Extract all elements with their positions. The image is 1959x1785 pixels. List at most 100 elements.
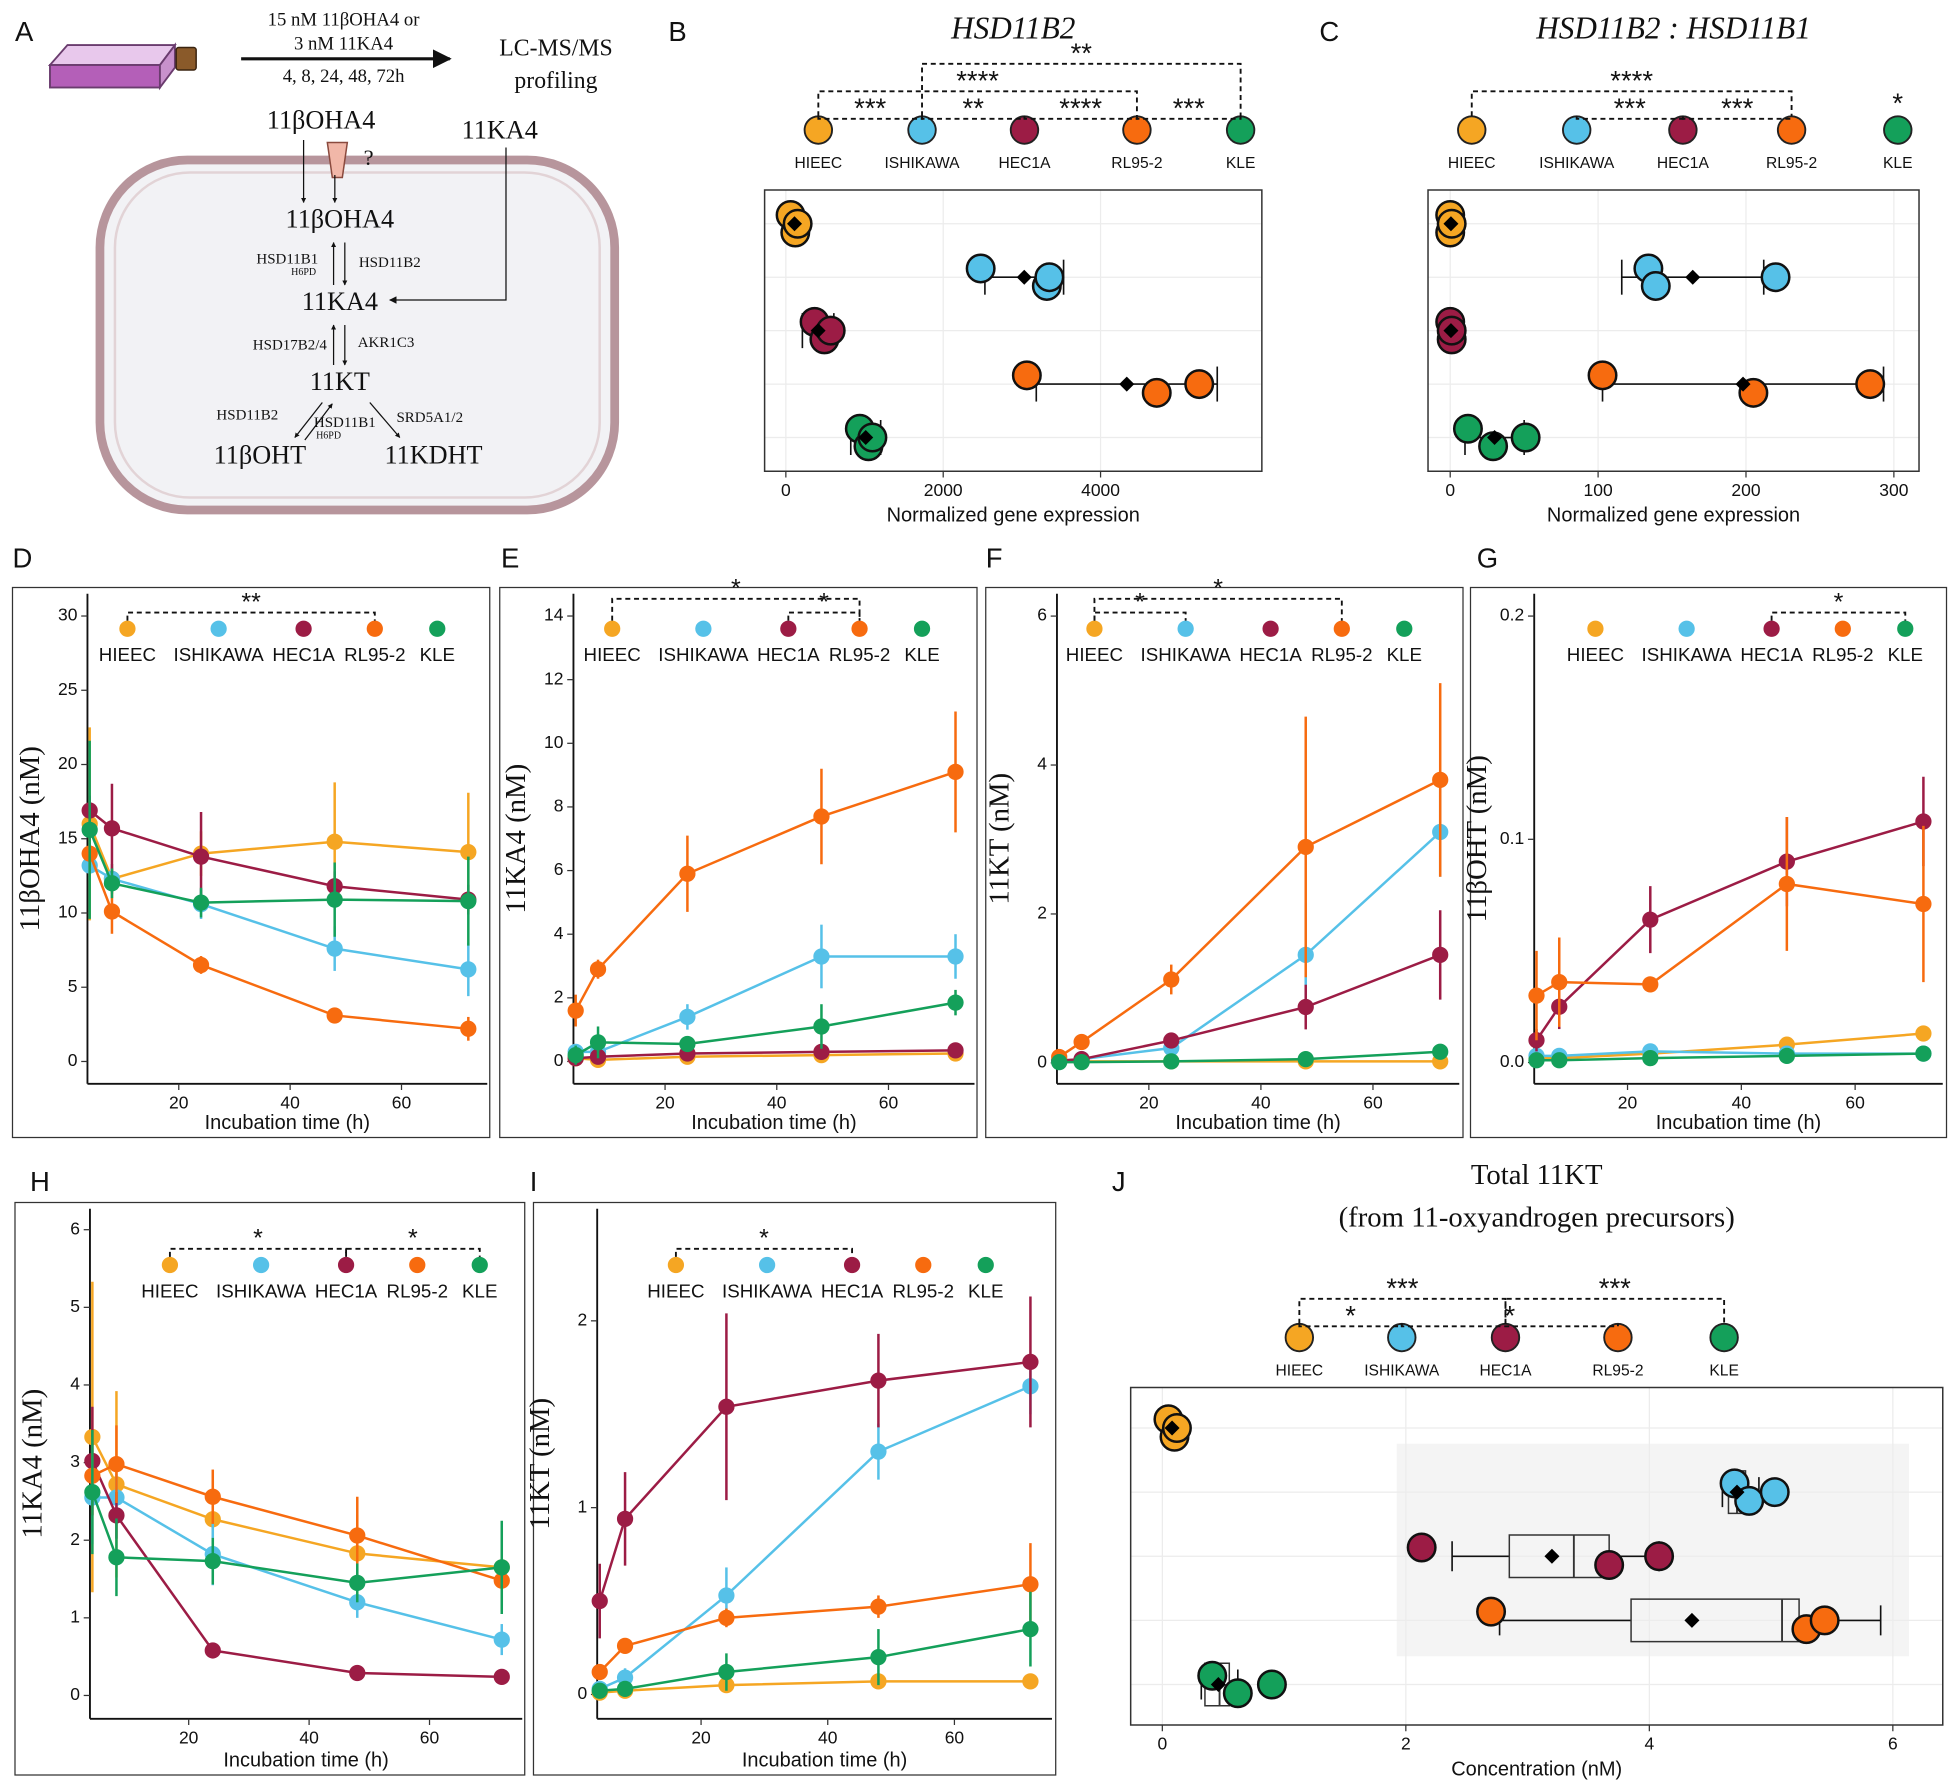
arrow xyxy=(389,147,507,304)
arrow xyxy=(369,402,401,438)
significance-bracket xyxy=(1400,1323,1619,1328)
legend-swatch xyxy=(1603,1322,1633,1353)
significance-label: ** xyxy=(963,92,985,123)
significance-bracket xyxy=(674,1247,854,1257)
legend-label: KLE xyxy=(462,1280,497,1301)
mean-marker xyxy=(787,216,803,232)
data-point xyxy=(1297,1051,1314,1068)
significance-bracket xyxy=(1681,116,1793,120)
legend-label: HIEEC xyxy=(1275,1362,1323,1379)
data-point xyxy=(813,948,830,965)
data-point xyxy=(567,1046,584,1064)
data-point xyxy=(1476,1596,1507,1627)
data-point xyxy=(1163,1032,1180,1049)
panel-frame xyxy=(499,586,978,1139)
legend-swatch xyxy=(803,115,834,145)
series-line xyxy=(91,1436,502,1569)
flask-icon xyxy=(47,42,197,91)
data-point xyxy=(1915,895,1932,913)
series-line xyxy=(1535,820,1924,1041)
legend-label: ISHIKAWA xyxy=(658,644,749,665)
x-tick-label: 40 xyxy=(299,1727,319,1747)
enzyme: H6PD xyxy=(291,267,316,278)
x-axis-title: Concentration (nM) xyxy=(1451,1758,1622,1780)
x-tick-label: 20 xyxy=(179,1727,199,1747)
data-point xyxy=(718,1398,735,1415)
significance-bracket xyxy=(817,90,1138,117)
transporter xyxy=(326,141,349,179)
y-tick-label: 1 xyxy=(70,1606,80,1626)
legend-swatch xyxy=(1897,620,1914,637)
legend-label: HIEEC xyxy=(647,1280,704,1301)
legend-swatch xyxy=(119,620,136,637)
data-point xyxy=(1297,998,1314,1016)
data-point xyxy=(349,1527,366,1544)
significance-label: ** xyxy=(241,588,261,616)
data-point xyxy=(1022,1620,1039,1638)
legend-swatch xyxy=(409,1256,426,1274)
legend-label: HIEEC xyxy=(1567,644,1624,665)
data-point xyxy=(813,808,830,825)
data-point xyxy=(1051,1054,1068,1071)
data-point xyxy=(192,956,210,974)
data-point xyxy=(192,894,210,911)
y-tick-label: 5 xyxy=(70,1296,80,1316)
data-point xyxy=(947,994,964,1011)
x-axis-title: Incubation time (h) xyxy=(691,1112,856,1134)
data-point xyxy=(1642,1049,1659,1067)
legend-swatch xyxy=(161,1256,179,1274)
enzyme: HSD11B2 xyxy=(216,408,278,424)
legend-swatch xyxy=(471,1256,488,1274)
series-line xyxy=(1059,831,1442,1063)
y-tick-label: 25 xyxy=(58,679,77,699)
x-tick-label: 60 xyxy=(392,1092,412,1112)
data-point xyxy=(84,1483,101,1501)
panel-label: G xyxy=(1477,542,1498,573)
x-tick-label: 0 xyxy=(1157,1734,1167,1754)
panel-labels: A B C D E F G H I J xyxy=(12,16,1498,1197)
significance-label: * xyxy=(1345,1300,1356,1331)
data-point xyxy=(1915,1025,1932,1042)
legend-swatch xyxy=(1284,1322,1315,1353)
metabolite: 11βOHA4 xyxy=(286,204,395,233)
data-point xyxy=(679,1008,696,1026)
y-tick-label: 0 xyxy=(577,1683,587,1703)
treatment-text: 3 nM 11KA4 xyxy=(294,33,394,54)
legend-label: ISHIKAWA xyxy=(1364,1362,1440,1379)
legend-label: KLE xyxy=(968,1280,1003,1301)
data-point xyxy=(1184,369,1215,400)
x-tick-label: 2000 xyxy=(924,480,963,500)
enzyme: H6PD xyxy=(316,431,341,442)
data-point xyxy=(103,903,121,920)
legend-swatch xyxy=(913,620,931,637)
y-axis-title: 11KA4 (nM) xyxy=(17,1389,49,1539)
data-point xyxy=(718,1587,735,1604)
unknown-transport: ? xyxy=(364,145,374,170)
data-point xyxy=(813,1018,830,1035)
data-point xyxy=(349,1574,366,1592)
data-point xyxy=(1452,413,1483,444)
data-point xyxy=(192,848,210,865)
legend-swatch xyxy=(843,1256,861,1274)
legend-swatch xyxy=(1387,1322,1417,1353)
legend-label: ISHIKAWA xyxy=(1539,155,1615,172)
plot-frame xyxy=(1129,1386,1944,1726)
legend-label: ISHIKAWA xyxy=(722,1280,813,1301)
outside-metabolite: 11βOHA4 xyxy=(267,106,376,135)
plot-frame xyxy=(763,189,1263,472)
legend-swatch xyxy=(1225,115,1256,145)
data-point xyxy=(1073,1033,1090,1051)
legend-swatch xyxy=(1834,620,1851,637)
mean-marker xyxy=(1685,269,1701,285)
data-point xyxy=(1297,838,1314,856)
plot-frame xyxy=(1427,189,1920,472)
data-point xyxy=(947,763,964,781)
data-point xyxy=(493,1631,510,1648)
x-tick-label: 40 xyxy=(1732,1092,1752,1112)
cell-membrane xyxy=(113,171,601,499)
legend-swatch xyxy=(252,1256,270,1274)
legend-label: HEC1A xyxy=(315,1280,378,1301)
y-tick-label: 3 xyxy=(70,1451,80,1471)
series-line xyxy=(575,1001,956,1057)
data-point xyxy=(493,1559,510,1576)
